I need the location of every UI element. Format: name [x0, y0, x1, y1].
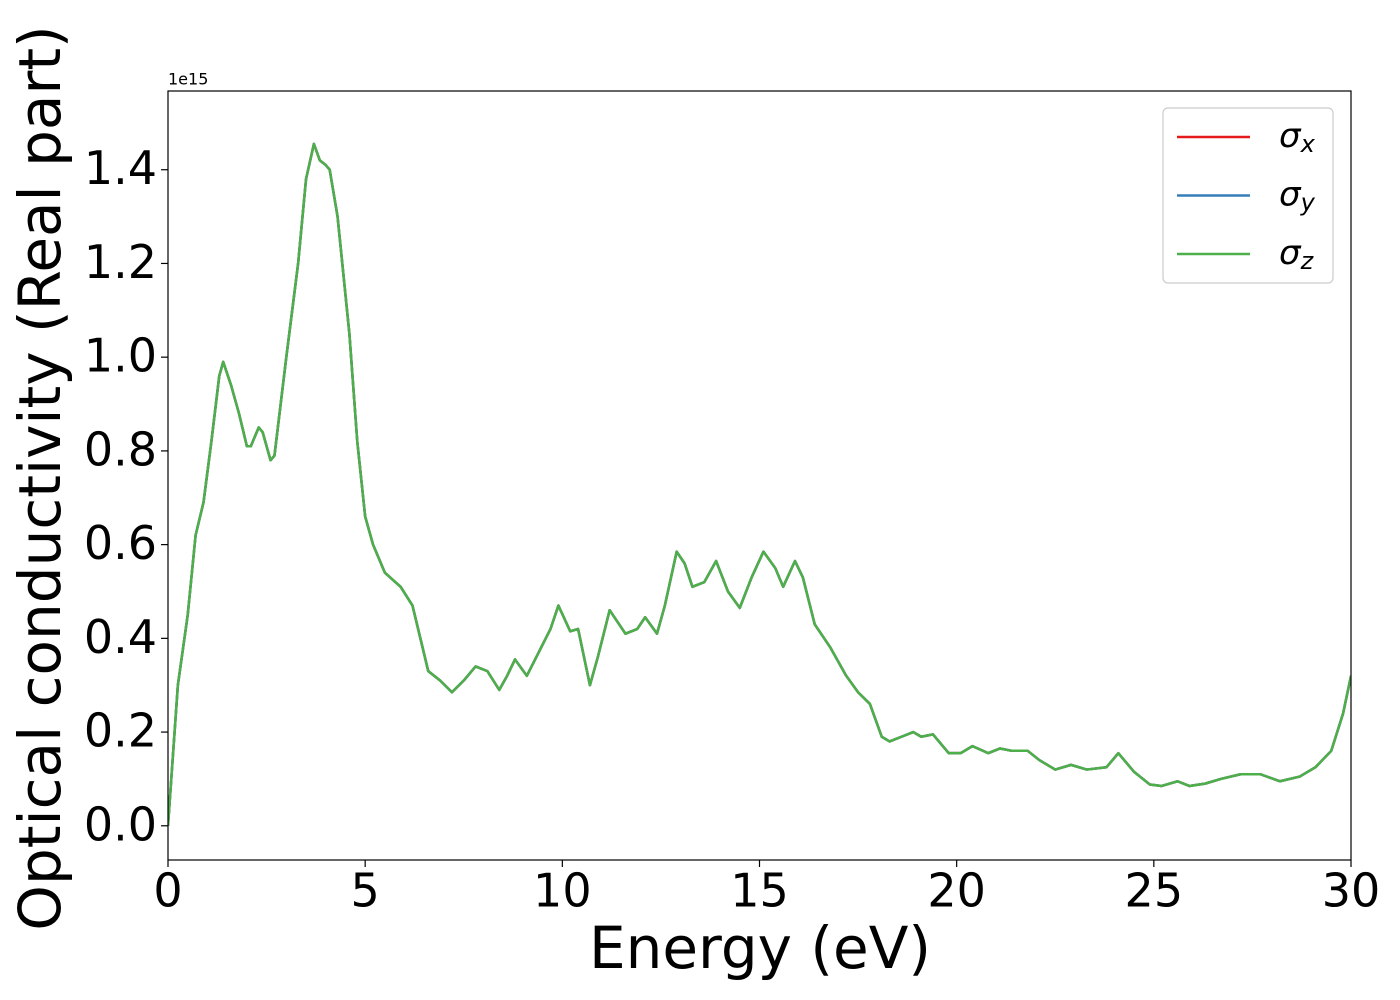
plot-frame: [167, 90, 1352, 861]
legend-label: σx: [1279, 116, 1316, 159]
y-offset-label: 1e15: [168, 70, 208, 89]
y-tick-label: 0.8: [84, 422, 157, 476]
y-tick-label: 1.4: [84, 141, 157, 195]
y-tick-label: 0.0: [84, 797, 157, 851]
y-tick-label: 0.6: [84, 516, 157, 570]
legend-label: σy: [1279, 174, 1316, 217]
x-tick-label: 20: [927, 864, 986, 918]
y-axis-label: Optical conductivity (Real part): [6, 25, 74, 930]
x-tick-label: 15: [730, 864, 789, 918]
y-tick-label: 1.0: [84, 329, 157, 383]
y-tick-label: 1.2: [84, 235, 157, 289]
y-tick-label: 0.2: [84, 704, 157, 758]
x-tick-label: 25: [1125, 864, 1184, 918]
x-tick-label: 0: [153, 864, 182, 918]
legend-label: σz: [1279, 233, 1315, 276]
data-line: [168, 142, 1351, 826]
x-axis-label: Energy (eV): [589, 914, 931, 982]
x-tick-label: 10: [533, 864, 592, 918]
y-tick-label: 0.4: [84, 610, 157, 664]
x-tick-label: 5: [351, 864, 380, 918]
x-tick-label: 30: [1322, 864, 1381, 918]
